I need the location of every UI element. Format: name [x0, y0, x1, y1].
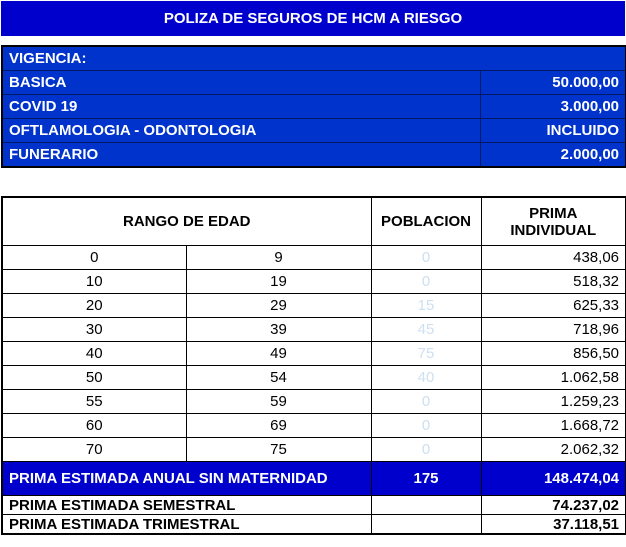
table-row: 70 75 0 2.062,32: [1, 437, 626, 462]
header-poblacion: POBLACION: [370, 196, 482, 246]
age-from: 0: [1, 245, 187, 270]
total-poblacion: 175: [370, 461, 482, 496]
vigencia-item-value: 2.000,00: [479, 142, 626, 168]
vigencia-item-label: COVID 19: [1, 94, 481, 119]
vigencia-item-label: OFTLAMOLOGIA - ODONTOLOGIA: [1, 118, 481, 143]
table-row: 50 54 40 1.062,58: [1, 365, 626, 390]
trimestral-label: PRIMA ESTIMADA TRIMESTRAL: [1, 514, 372, 535]
vigencia-label: VIGENCIA:: [1, 45, 626, 71]
age-to: 19: [185, 269, 372, 294]
poblacion-cell[interactable]: 75: [370, 341, 482, 366]
age-to: 54: [185, 365, 372, 390]
table-row: 60 69 0 1.668,72: [1, 413, 626, 438]
header-prima: PRIMA INDIVIDUAL: [480, 196, 626, 246]
table-row: 10 19 0 518,32: [1, 269, 626, 294]
age-from: 40: [1, 341, 187, 366]
vigencia-table: VIGENCIA: BASICA 50.000,00 COVID 19 3.000,0…: [1, 45, 626, 168]
vigencia-row: BASICA 50.000,00: [1, 70, 626, 95]
prima-cell: 718,96: [480, 317, 626, 342]
total-label: PRIMA ESTIMADA ANUAL SIN MATERNIDAD: [1, 461, 372, 496]
age-from: 50: [1, 365, 187, 390]
vigencia-row: FUNERARIO 2.000,00: [1, 142, 626, 168]
poblacion-cell[interactable]: 0: [370, 269, 482, 294]
age-to: 29: [185, 293, 372, 318]
table-row: 0 9 0 438,06: [1, 245, 626, 270]
age-to: 59: [185, 389, 372, 414]
semestral-empty: [370, 495, 482, 515]
page-title: POLIZA DE SEGUROS DE HCM A RIESGO: [1, 1, 625, 36]
vigencia-item-label: BASICA: [1, 70, 481, 95]
table-row: 30 39 45 718,96: [1, 317, 626, 342]
age-from: 30: [1, 317, 187, 342]
total-row: PRIMA ESTIMADA ANUAL SIN MATERNIDAD 175 …: [1, 461, 626, 496]
total-value: 148.474,04: [480, 461, 626, 496]
poblacion-cell[interactable]: 0: [370, 245, 482, 270]
table-row: 55 59 0 1.259,23: [1, 389, 626, 414]
prima-cell: 625,33: [480, 293, 626, 318]
poblacion-cell[interactable]: 40: [370, 365, 482, 390]
semestral-value: 74.237,02: [480, 495, 626, 515]
vigencia-item-value: INCLUIDO: [479, 118, 626, 143]
age-to: 75: [185, 437, 372, 462]
header-row: RANGO DE EDAD POBLACION PRIMA INDIVIDUAL: [1, 196, 626, 246]
prima-cell: 438,06: [480, 245, 626, 270]
age-from: 20: [1, 293, 187, 318]
table-row: 40 49 75 856,50: [1, 341, 626, 366]
trimestral-empty: [370, 514, 482, 535]
vigencia-item-value: 50.000,00: [479, 70, 626, 95]
poblacion-cell[interactable]: 45: [370, 317, 482, 342]
vigencia-header-row: VIGENCIA:: [1, 45, 626, 71]
prima-cell: 1.062,58: [480, 365, 626, 390]
vigencia-item-label: FUNERARIO: [1, 142, 481, 168]
poblacion-cell[interactable]: 0: [370, 413, 482, 438]
age-to: 69: [185, 413, 372, 438]
trimestral-value: 37.118,51: [480, 514, 626, 535]
age-to: 9: [185, 245, 372, 270]
prima-cell: 1.259,23: [480, 389, 626, 414]
poblacion-cell[interactable]: 0: [370, 437, 482, 462]
prima-table: RANGO DE EDAD POBLACION PRIMA INDIVIDUAL …: [1, 196, 626, 535]
prima-cell: 1.668,72: [480, 413, 626, 438]
prima-cell: 518,32: [480, 269, 626, 294]
trimestral-row: PRIMA ESTIMADA TRIMESTRAL 37.118,51: [1, 514, 626, 535]
vigencia-item-value: 3.000,00: [479, 94, 626, 119]
semestral-row: PRIMA ESTIMADA SEMESTRAL 74.237,02: [1, 495, 626, 515]
age-from: 60: [1, 413, 187, 438]
poblacion-cell[interactable]: 0: [370, 389, 482, 414]
age-from: 55: [1, 389, 187, 414]
header-rango: RANGO DE EDAD: [1, 196, 372, 246]
age-to: 39: [185, 317, 372, 342]
poblacion-cell[interactable]: 15: [370, 293, 482, 318]
semestral-label: PRIMA ESTIMADA SEMESTRAL: [1, 495, 372, 515]
age-from: 10: [1, 269, 187, 294]
age-to: 49: [185, 341, 372, 366]
table-row: 20 29 15 625,33: [1, 293, 626, 318]
prima-cell: 2.062,32: [480, 437, 626, 462]
vigencia-row: COVID 19 3.000,00: [1, 94, 626, 119]
prima-cell: 856,50: [480, 341, 626, 366]
vigencia-row: OFTLAMOLOGIA - ODONTOLOGIA INCLUIDO: [1, 118, 626, 143]
age-from: 70: [1, 437, 187, 462]
